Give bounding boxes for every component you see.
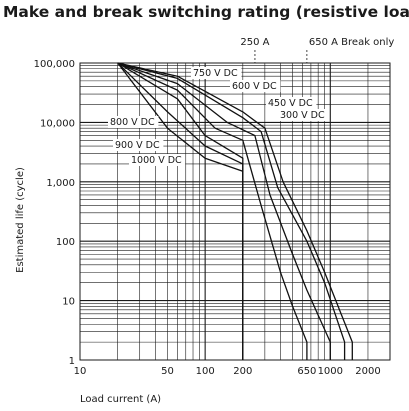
y-tick-label: 1,000: [46, 178, 75, 189]
y-axis-label: Estimated life (cycle): [15, 167, 26, 273]
series-label: 900 V DC: [115, 140, 160, 151]
series-label-background: [108, 116, 159, 128]
series-line: [117, 62, 353, 360]
x-tick-label: 1000: [318, 366, 343, 377]
series-label: 600 V DC: [232, 81, 277, 92]
y-tick-label: 100,000: [34, 59, 75, 70]
series-line: [117, 62, 244, 360]
series-line: [117, 62, 331, 360]
x-tick-label: 2000: [355, 366, 380, 377]
series-label-background: [191, 67, 242, 79]
x-axis-label: Load current (A): [80, 394, 161, 405]
x-tick-label: 10: [74, 366, 87, 377]
series-label: 800 V DC: [110, 117, 155, 128]
series-label: 450 V DC: [268, 98, 313, 109]
series-label-background: [278, 109, 329, 121]
series-label-background: [230, 80, 281, 92]
series-label: 750 V DC: [193, 68, 238, 79]
y-tick-label: 10: [62, 297, 75, 308]
x-tick-label: 650: [297, 366, 316, 377]
y-tick-label: 10,000: [40, 118, 75, 129]
series-label: 300 V DC: [280, 110, 325, 121]
plot-frame: [79, 62, 391, 361]
y-tick-label: 1: [69, 356, 75, 367]
x-tick-label: 50: [161, 366, 174, 377]
series-label-background: [129, 154, 186, 166]
series-line: [117, 62, 308, 360]
x-tick-label: 100: [196, 366, 215, 377]
series-label-background: [113, 139, 164, 151]
chart-title: Make and break switching rating (resisti…: [3, 3, 409, 21]
series-line: [117, 62, 244, 360]
top-annotations: 250 A 650 A Break only: [240, 37, 394, 63]
series-line: [117, 62, 346, 360]
series-line: [117, 62, 244, 360]
x-tick-label: 200: [233, 366, 252, 377]
series-lines: [117, 62, 353, 360]
y-tick-label: 100: [56, 237, 75, 248]
top-annotation: 250 A: [240, 37, 269, 48]
series-label-background: [266, 97, 317, 109]
series-label: 1000 V DC: [131, 155, 182, 166]
top-annotation: 650 A Break only: [309, 37, 395, 48]
